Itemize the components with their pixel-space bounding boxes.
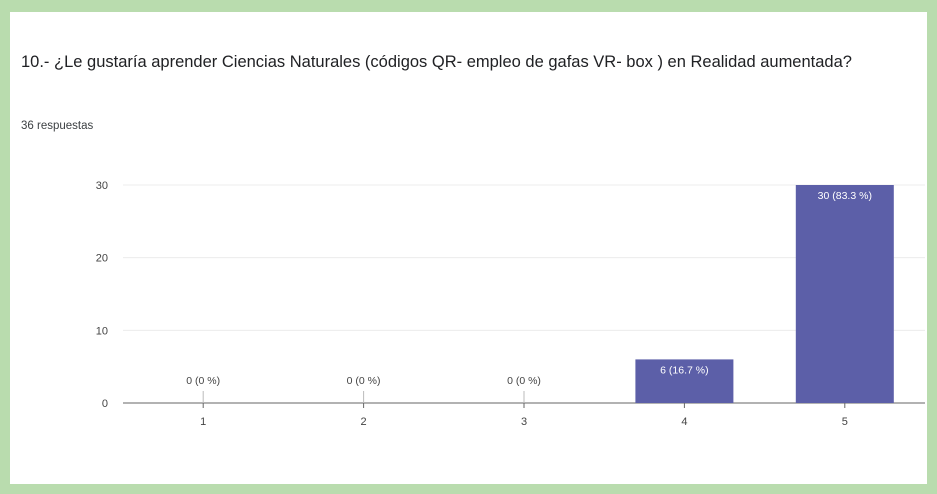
x-tick-label: 1 [200, 416, 206, 428]
response-count: 36 respuestas [21, 120, 94, 132]
data-label: 6 (16.7 %) [660, 364, 708, 376]
x-tick-label: 4 [681, 416, 687, 428]
question-card [10, 12, 927, 484]
x-tick-label: 5 [842, 416, 848, 428]
x-tick-label: 2 [361, 416, 367, 428]
data-label: 0 (0 %) [347, 375, 381, 387]
data-label: 0 (0 %) [186, 375, 220, 387]
data-label: 30 (83.3 %) [818, 190, 872, 202]
y-tick-label: 20 [96, 253, 108, 265]
y-tick-label: 10 [96, 325, 108, 337]
question-title: 10.- ¿Le gustaría aprender Ciencias Natu… [21, 53, 852, 71]
y-tick-label: 30 [96, 180, 108, 192]
data-label: 0 (0 %) [507, 375, 541, 387]
bar [635, 359, 734, 403]
x-tick-label: 3 [521, 416, 527, 428]
y-tick-label: 0 [102, 398, 108, 410]
bar [795, 185, 894, 403]
